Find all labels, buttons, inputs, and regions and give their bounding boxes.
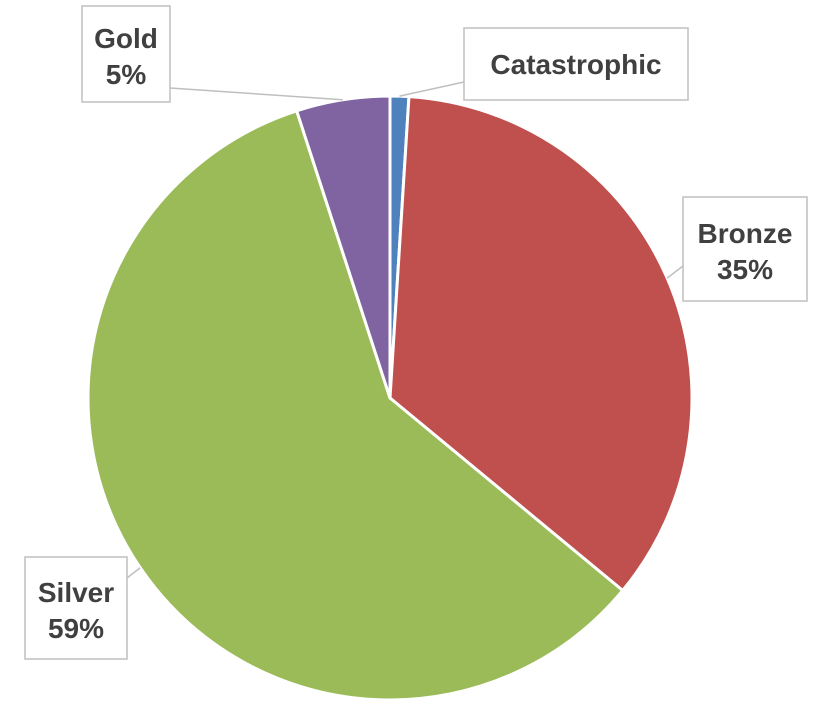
data-label-box-bronze	[682, 196, 808, 302]
data-label-box-catastrophic	[463, 27, 689, 101]
leader-line-gold	[169, 87, 343, 101]
data-label-percent-gold: 5%	[106, 59, 147, 90]
data-label-name-bronze: Bronze	[698, 218, 793, 249]
data-label-percent-silver: 59%	[48, 613, 104, 644]
pie-slice-bronze	[388, 95, 694, 593]
data-label-callouts: Catastrophic Bronze 35% Silver 59% Gold 5%	[24, 5, 808, 660]
data-label-box-gold	[81, 5, 171, 103]
data-label-name-catastrophic: Catastrophic	[490, 49, 661, 80]
leader-lines	[126, 81, 684, 579]
leader-line-silver	[126, 567, 141, 579]
data-label-box-silver	[24, 556, 128, 660]
pie-slices	[86, 94, 694, 702]
leader-line-catastrophic	[399, 81, 465, 97]
data-label-percent-bronze: 35%	[717, 254, 773, 285]
data-label-name-silver: Silver	[38, 577, 114, 608]
leader-line-bronze	[666, 265, 684, 279]
pie-slice-gold	[295, 94, 392, 400]
data-label-name-gold: Gold	[94, 23, 158, 54]
